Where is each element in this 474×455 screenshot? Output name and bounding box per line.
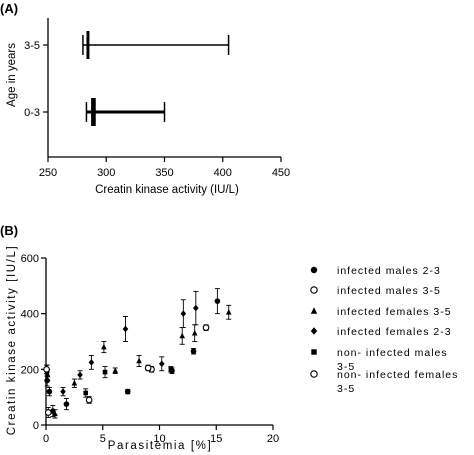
b-data-point bbox=[46, 388, 53, 395]
b-data-point bbox=[193, 304, 199, 312]
panel-a-chart: Age in years Creatin kinase activity (IU… bbox=[6, 18, 290, 196]
b-data-point bbox=[158, 360, 165, 368]
b-data-point bbox=[77, 371, 83, 379]
b-legend-marker bbox=[310, 286, 318, 294]
b-data-point bbox=[225, 308, 232, 315]
a-y-axis-title: Age in years bbox=[6, 43, 18, 107]
b-data-point bbox=[112, 367, 119, 374]
a-y-tick-label: 0-3 bbox=[24, 107, 40, 119]
b-legend-label: infected males 3-5 bbox=[337, 285, 441, 297]
a-x-tick-label: 250 bbox=[39, 167, 57, 179]
a-box bbox=[91, 98, 96, 126]
b-data-point bbox=[136, 357, 142, 364]
b-data-point bbox=[43, 365, 50, 373]
b-data-point bbox=[44, 371, 51, 378]
b-data-point bbox=[168, 367, 174, 372]
b-data-point bbox=[52, 410, 58, 417]
b-legend-label: infected females 2-3 bbox=[337, 326, 452, 338]
b-data-point bbox=[179, 332, 185, 339]
b-legend-label: infected males 2-3 bbox=[337, 265, 441, 277]
b-x-tick-label: 10 bbox=[153, 433, 165, 445]
panel-b-label: (B) bbox=[0, 223, 18, 238]
panel-b-chart: Creatin kinase activity [IU/L] Parasitem… bbox=[6, 245, 458, 452]
b-data-point bbox=[101, 343, 107, 350]
b-legend-marker bbox=[310, 266, 318, 274]
b-data-point bbox=[44, 409, 52, 416]
b-x-tick-label: 5 bbox=[100, 433, 106, 445]
b-y-tick-label: 200 bbox=[21, 364, 39, 376]
b-legend-marker bbox=[311, 349, 317, 355]
b-data-point bbox=[190, 348, 197, 355]
b-data-point bbox=[214, 298, 221, 304]
b-y-tick-label: 0 bbox=[33, 420, 39, 432]
a-x-tick-label: 400 bbox=[214, 167, 232, 179]
b-y-tick-label: 600 bbox=[21, 253, 39, 265]
b-data-point bbox=[83, 390, 89, 396]
a-y-tick-label: 3-5 bbox=[24, 40, 40, 52]
b-x-tick-label: 15 bbox=[210, 433, 222, 445]
b-legend-marker bbox=[310, 327, 318, 335]
b-y-axis-title: Creatin kinase activity [IU/L] bbox=[6, 245, 18, 436]
b-data-point bbox=[124, 388, 131, 395]
a-box bbox=[86, 31, 90, 59]
b-data-point bbox=[180, 310, 187, 317]
b-legend-marker bbox=[310, 307, 318, 314]
b-data-point bbox=[122, 325, 129, 333]
a-x-axis-title: Creatin kinase activity (IU/L) bbox=[95, 184, 239, 196]
b-data-point bbox=[88, 359, 95, 366]
b-data-point bbox=[102, 369, 108, 375]
a-x-tick-label: 300 bbox=[97, 167, 115, 179]
a-x-tick-label: 350 bbox=[155, 167, 173, 179]
b-legend-marker bbox=[310, 370, 318, 378]
b-data-point bbox=[85, 396, 93, 404]
b-data-point bbox=[191, 329, 198, 336]
b-x-axis-title: Parasitemia [%] bbox=[108, 440, 213, 452]
b-data-point bbox=[202, 324, 210, 331]
a-x-tick-label: 450 bbox=[272, 167, 290, 179]
b-x-tick-label: 20 bbox=[267, 433, 279, 445]
b-data-point bbox=[60, 388, 66, 395]
b-legend-label: non- infected females 3-5 bbox=[337, 369, 458, 395]
b-data-point bbox=[144, 364, 152, 372]
b-y-tick-label: 400 bbox=[21, 309, 39, 321]
b-legend-label: infected females 3-5 bbox=[337, 306, 452, 318]
b-data-point bbox=[71, 379, 78, 386]
panel-a-label: (A) bbox=[0, 1, 18, 16]
b-legend-label: non- infected males 3-5 bbox=[337, 347, 448, 373]
b-data-point bbox=[63, 401, 70, 407]
b-x-tick-label: 0 bbox=[43, 433, 49, 445]
b-legend: infected males 2-3 infected males 3-5 infe… bbox=[310, 265, 458, 395]
